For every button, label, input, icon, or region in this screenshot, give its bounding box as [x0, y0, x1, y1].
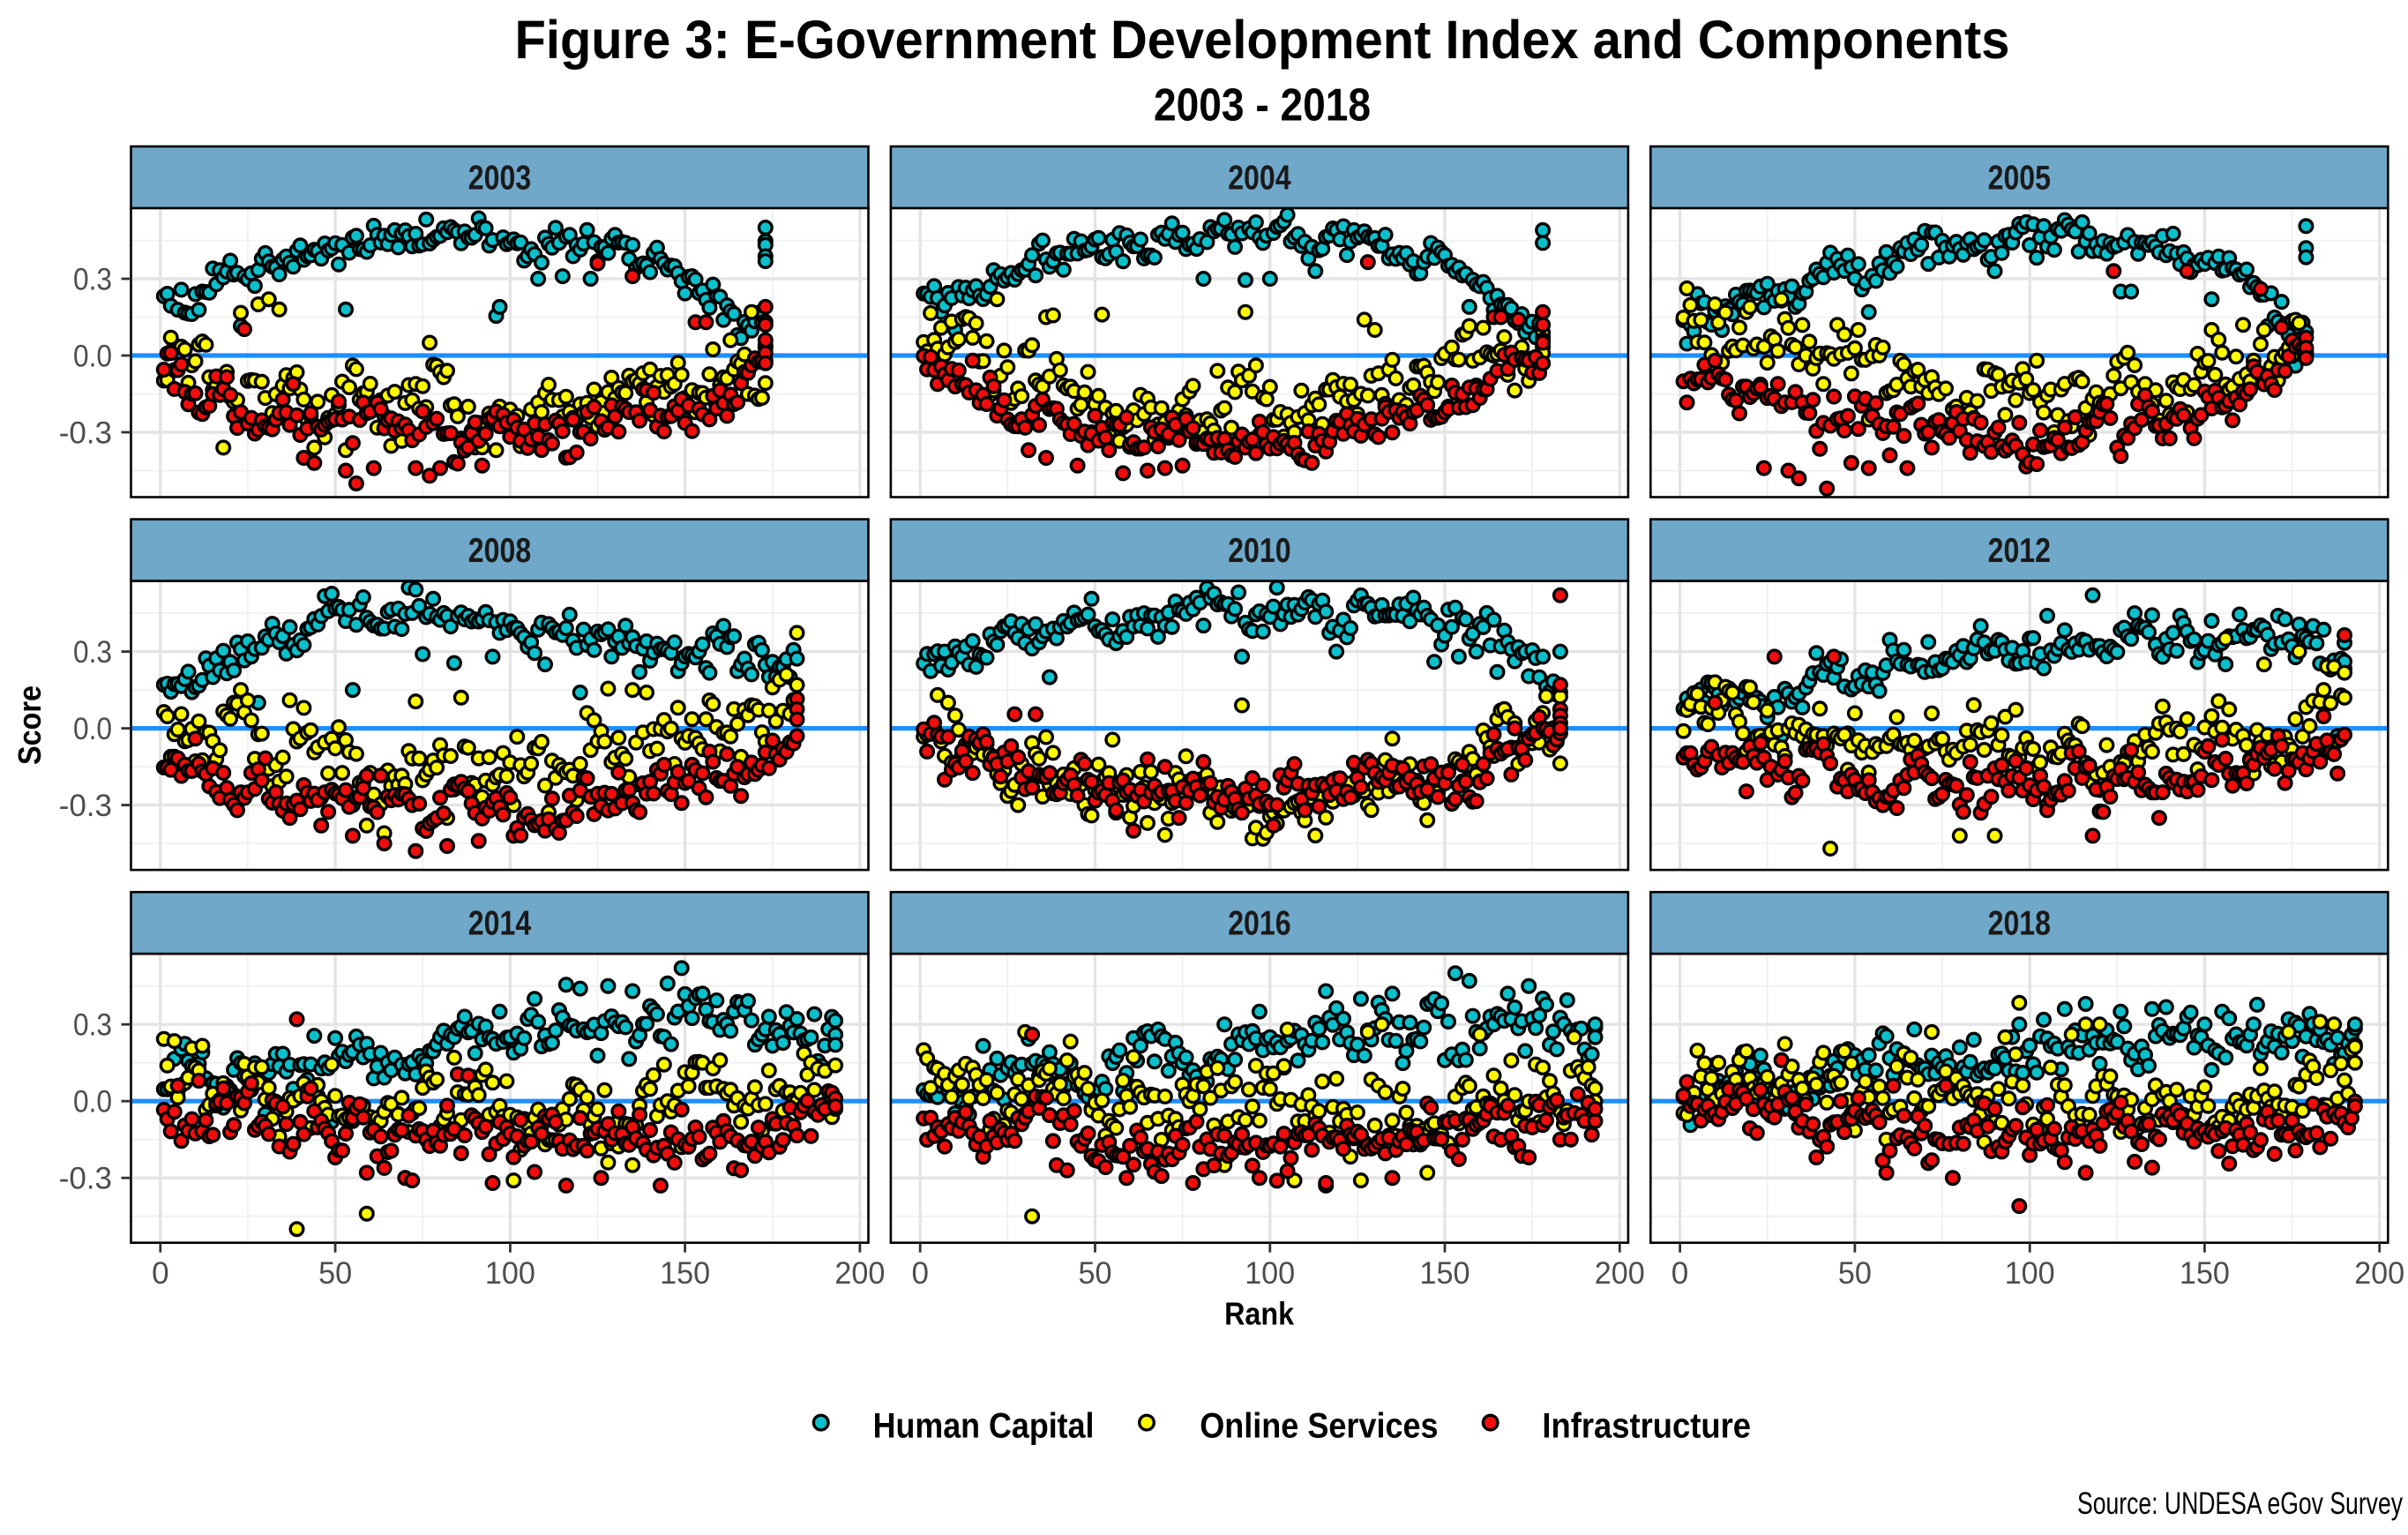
svg-text:2004: 2004	[1228, 159, 1291, 197]
svg-text:2003: 2003	[468, 159, 531, 197]
svg-text:200: 200	[1595, 1256, 1645, 1291]
svg-text:0.0: 0.0	[73, 712, 112, 746]
svg-text:0.0: 0.0	[73, 1085, 112, 1119]
svg-text:-0.3: -0.3	[59, 789, 112, 823]
svg-text:2005: 2005	[1988, 159, 2051, 197]
svg-text:150: 150	[1420, 1256, 1470, 1291]
svg-text:0: 0	[912, 1256, 930, 1291]
svg-text:2016: 2016	[1228, 905, 1290, 943]
svg-text:50: 50	[1079, 1256, 1112, 1291]
svg-text:200: 200	[834, 1256, 885, 1291]
svg-text:2018: 2018	[1988, 905, 2051, 943]
svg-text:0.3: 0.3	[73, 263, 112, 297]
svg-text:2010: 2010	[1228, 532, 1290, 570]
svg-text:0: 0	[152, 1256, 169, 1291]
svg-text:Figure 3: E-Government Develop: Figure 3: E-Government Development Index…	[515, 10, 2010, 70]
svg-text:150: 150	[660, 1256, 710, 1291]
svg-text:100: 100	[485, 1256, 535, 1291]
svg-text:-0.3: -0.3	[59, 416, 112, 451]
svg-text:50: 50	[318, 1256, 352, 1291]
svg-text:100: 100	[1245, 1256, 1295, 1291]
svg-text:0.0: 0.0	[73, 340, 112, 374]
svg-text:2008: 2008	[468, 532, 531, 570]
svg-text:2003 - 2018: 2003 - 2018	[1154, 79, 1371, 131]
svg-text:0.3: 0.3	[73, 635, 112, 670]
svg-text:-0.3: -0.3	[59, 1162, 112, 1196]
svg-text:2014: 2014	[468, 905, 532, 943]
svg-text:0.3: 0.3	[73, 1008, 112, 1043]
svg-text:2012: 2012	[1988, 532, 2051, 570]
